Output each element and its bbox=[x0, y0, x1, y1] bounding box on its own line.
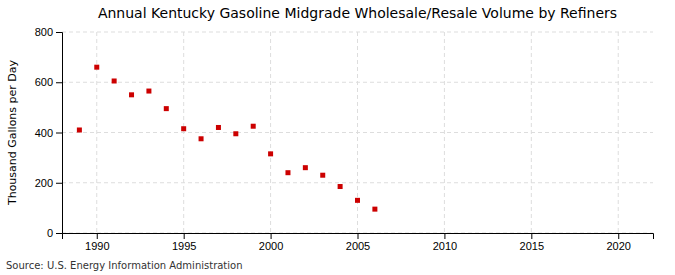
point bbox=[268, 151, 273, 156]
x-tick-mark bbox=[358, 233, 359, 239]
y-axis-title: Thousand Gallons per Day bbox=[6, 59, 19, 206]
x-tick-mark bbox=[618, 233, 619, 239]
point bbox=[251, 124, 256, 129]
title: Annual Kentucky Gasoline Midgrade Wholes… bbox=[98, 5, 617, 21]
x-tick-label: 2015 bbox=[520, 240, 544, 252]
y-tick-mark bbox=[56, 133, 62, 134]
x-grid-line bbox=[531, 32, 532, 233]
x-axis-line bbox=[63, 234, 654, 240]
y-tick-label: 200 bbox=[35, 177, 53, 189]
y-tick-label: 600 bbox=[35, 76, 53, 88]
x-tick: 2020 bbox=[606, 233, 630, 252]
point bbox=[181, 126, 186, 131]
x-grid-line bbox=[618, 32, 619, 233]
x-tick: 1990 bbox=[85, 233, 109, 252]
y-tick-label: 0 bbox=[47, 227, 53, 239]
y-tick-label: 400 bbox=[35, 127, 53, 139]
point bbox=[372, 207, 377, 212]
x-grid-line bbox=[96, 32, 97, 233]
point bbox=[303, 165, 308, 170]
x-tick-mark bbox=[444, 233, 445, 239]
y-tick: 600 bbox=[35, 76, 62, 88]
chart: 1990 1995 2000 2005 2010 2015 2020 0 200 400 600 80… bbox=[0, 0, 675, 275]
y-tick: 800 bbox=[35, 26, 62, 38]
x-tick-label: 2000 bbox=[259, 240, 283, 252]
point bbox=[233, 131, 238, 136]
point bbox=[112, 78, 117, 83]
y-tick-label: 800 bbox=[35, 26, 53, 38]
plot-area: 1990 1995 2000 2005 2010 2015 2020 0 200 400 600 80… bbox=[35, 26, 654, 252]
x-grid-line bbox=[183, 32, 184, 233]
x-tick: 2005 bbox=[346, 233, 370, 252]
y-tick: 0 bbox=[47, 227, 62, 239]
x-tick-label: 2010 bbox=[433, 240, 457, 252]
y-tick-mark bbox=[56, 32, 62, 33]
point bbox=[129, 92, 134, 97]
x-tick-mark bbox=[184, 233, 185, 239]
grid bbox=[62, 32, 653, 233]
point bbox=[216, 125, 221, 130]
y-tick-mark bbox=[56, 183, 62, 184]
x-tick-label: 1990 bbox=[85, 240, 109, 252]
x-grid-line bbox=[444, 32, 445, 233]
x-tick: 2000 bbox=[259, 233, 283, 252]
x-tick: 2010 bbox=[433, 233, 457, 252]
marks bbox=[77, 65, 378, 212]
x-tick-mark bbox=[97, 233, 98, 239]
point bbox=[94, 65, 99, 70]
source: Source: U.S. Energy Information Administ… bbox=[6, 260, 243, 271]
y-tick: 400 bbox=[35, 127, 62, 139]
x-tick-label: 2005 bbox=[346, 240, 370, 252]
point bbox=[146, 89, 151, 94]
x-tick-label: 2020 bbox=[606, 240, 630, 252]
x-axis: 1990 1995 2000 2005 2010 2015 2020 bbox=[63, 233, 654, 252]
y-tick: 200 bbox=[35, 177, 62, 189]
point bbox=[338, 184, 343, 189]
point bbox=[77, 127, 82, 132]
x-tick: 2015 bbox=[520, 233, 544, 252]
y-axis-line bbox=[56, 33, 63, 234]
point bbox=[320, 173, 325, 178]
x-tick-label: 1995 bbox=[172, 240, 196, 252]
x-grid-line bbox=[357, 32, 358, 233]
x-tick-mark bbox=[271, 233, 272, 239]
x-tick: 1995 bbox=[172, 233, 196, 252]
y-tick-mark bbox=[56, 82, 62, 83]
point bbox=[285, 170, 290, 175]
x-tick-mark bbox=[531, 233, 532, 239]
y-axis: 0 200 400 600 800 bbox=[35, 26, 63, 239]
point bbox=[199, 136, 204, 141]
point bbox=[355, 198, 360, 203]
y-tick-mark bbox=[56, 233, 62, 234]
point bbox=[164, 106, 169, 111]
x-grid-line bbox=[270, 32, 271, 233]
